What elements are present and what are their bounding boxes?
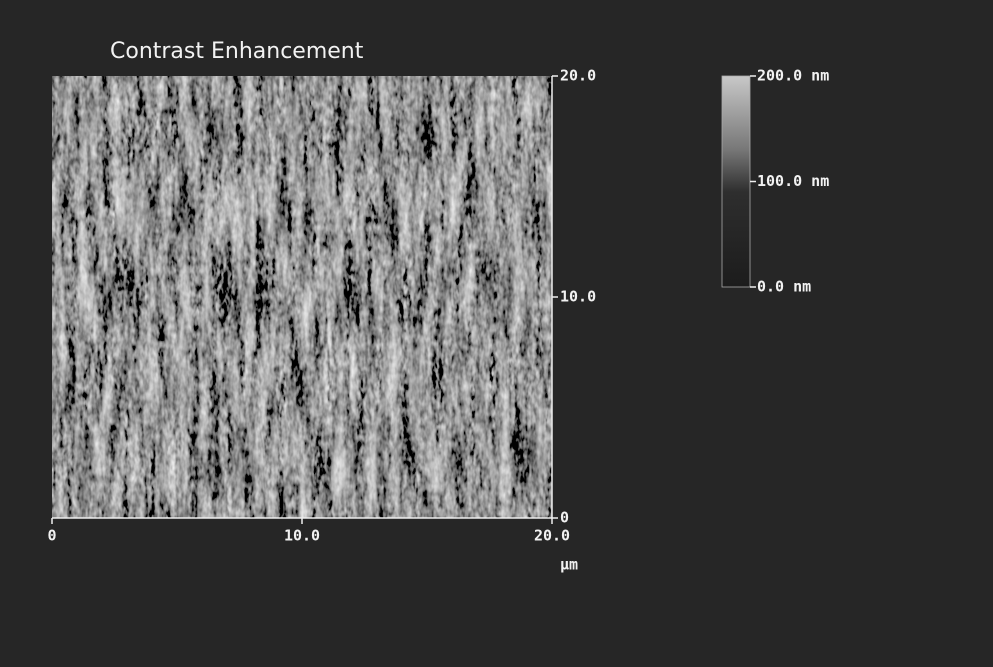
colorbar xyxy=(722,76,750,287)
x-axis-label: µm xyxy=(560,556,578,574)
colorbar-tick-label: 0.0 nm xyxy=(757,278,811,296)
y-tick-label: 20.0 xyxy=(560,67,596,85)
afm-image xyxy=(52,76,552,518)
x-tick-label: 20.0 xyxy=(534,527,570,545)
colorbar-tick-label: 200.0 nm xyxy=(757,67,829,85)
screenshot: Contrast Enhancement µm 010.020.0010.020… xyxy=(0,0,993,667)
x-tick-label: 10.0 xyxy=(284,527,320,545)
x-tick-label: 0 xyxy=(47,527,56,545)
y-tick-label: 0 xyxy=(560,509,569,527)
y-tick-label: 10.0 xyxy=(560,288,596,306)
colorbar-tick-label: 100.0 nm xyxy=(757,172,829,190)
chart-title: Contrast Enhancement xyxy=(110,39,364,64)
